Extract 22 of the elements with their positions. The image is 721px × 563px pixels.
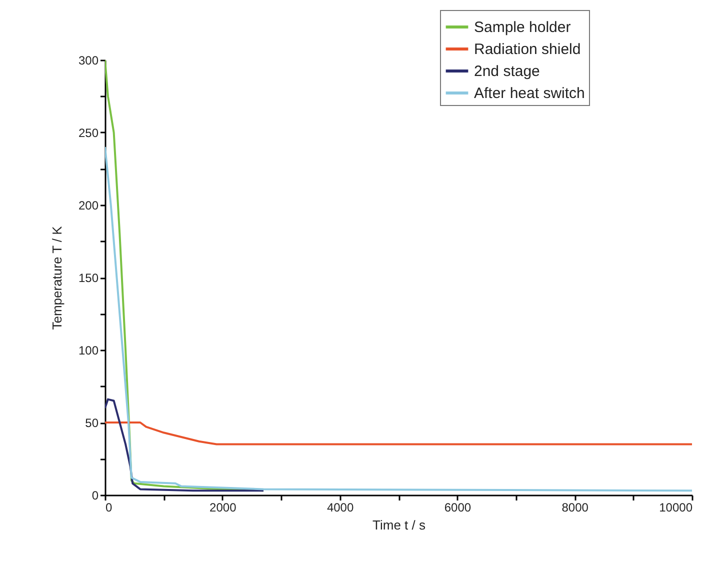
y-tick-label: 0 xyxy=(92,488,99,502)
legend-label: Radiation shield xyxy=(474,41,581,58)
y-tick-label: 250 xyxy=(78,126,99,140)
y-tick-label: 100 xyxy=(78,344,99,358)
x-tick-label: 8000 xyxy=(562,500,589,514)
x-tick-label: 4000 xyxy=(326,500,354,514)
y-tick-label: 150 xyxy=(78,271,99,285)
y-tick-label: 300 xyxy=(78,54,99,68)
line-series xyxy=(105,146,692,492)
y-tick-label: 50 xyxy=(85,416,99,430)
x-axis-title: Time t / s xyxy=(372,518,426,532)
x-tick-label: 2000 xyxy=(210,500,237,514)
y-axis-title: Temperature T / K xyxy=(49,226,64,330)
line-series xyxy=(105,422,692,446)
x-tick-label: 0 xyxy=(106,500,112,514)
y-tick-label: 200 xyxy=(78,198,99,212)
legend-label: Sample holder xyxy=(474,19,571,36)
x-tick-label: 6000 xyxy=(444,500,472,514)
line-series xyxy=(105,398,264,492)
x-tick-label: 10000 xyxy=(659,500,693,514)
legend-label: After heat switch xyxy=(474,85,585,102)
legend-label: 2nd stage xyxy=(474,63,540,80)
